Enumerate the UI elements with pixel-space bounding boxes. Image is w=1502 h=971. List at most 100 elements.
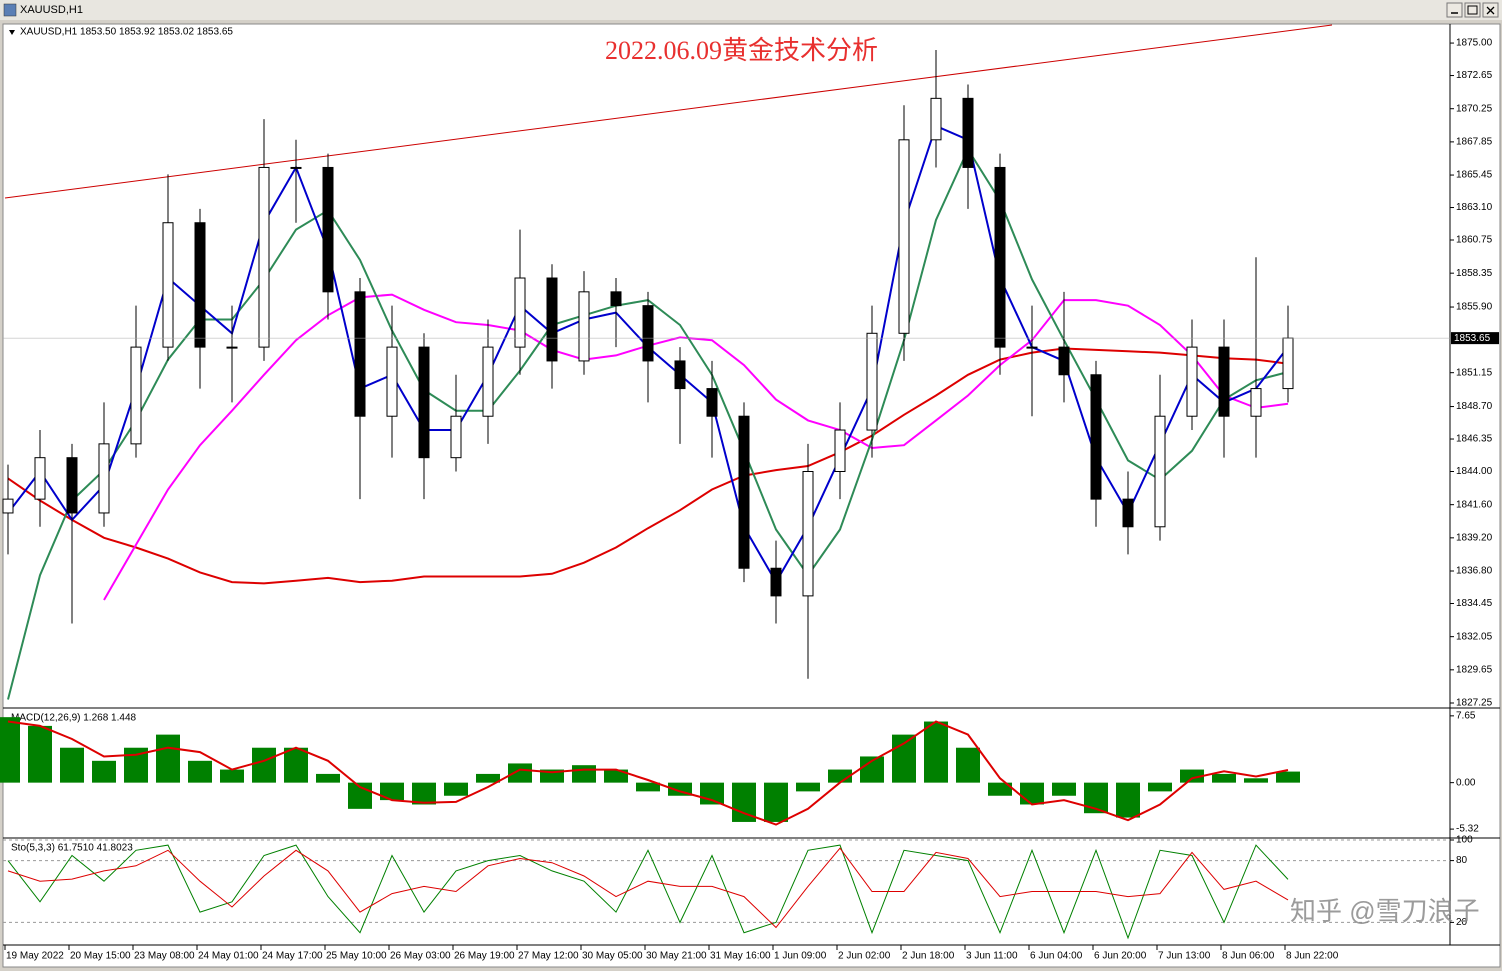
candle-body: [962, 97, 974, 168]
x-tick-label: 26 May 19:00: [454, 951, 515, 962]
x-tick-label: 6 Jun 20:00: [1094, 951, 1147, 962]
candle-body: [1026, 346, 1038, 349]
y-tick-label: 7.65: [1456, 710, 1476, 721]
moving-average: [7, 347, 1289, 585]
symbol-marker: [9, 30, 15, 35]
x-tick-label: 8 Jun 06:00: [1222, 951, 1275, 962]
x-tick-label: 24 May 17:00: [262, 951, 323, 962]
x-tick-label: 27 May 12:00: [518, 951, 579, 962]
macd-bar: [764, 782, 788, 822]
title-bar: [0, 0, 1502, 20]
macd-bar: [956, 747, 980, 783]
y-tick-label: 1836.80: [1456, 566, 1493, 577]
macd-bar: [892, 734, 916, 783]
candle-body: [546, 277, 558, 362]
y-tick-label: 1848.70: [1456, 401, 1493, 412]
candle-body: [194, 222, 206, 348]
candle-body: [1154, 415, 1166, 528]
macd-bar: [1276, 771, 1300, 783]
x-tick-label: 1 Jun 09:00: [774, 951, 827, 962]
stochastic-line: [7, 844, 1289, 940]
macd-bar: [924, 721, 948, 783]
macd-bar: [156, 734, 180, 783]
chart-area: [2, 23, 1501, 968]
macd-bar: [604, 769, 628, 783]
candle-body: [386, 346, 398, 417]
macd-bar: [0, 717, 20, 783]
y-tick-label: 1827.25: [1456, 698, 1493, 709]
macd-bar: [188, 760, 212, 783]
x-tick-label: 26 May 03:00: [390, 951, 451, 962]
last-price-label: 1853.65: [1454, 333, 1491, 344]
candle-body: [738, 415, 750, 569]
macd-bar: [1020, 782, 1044, 805]
macd-label: MACD(12,26,9) 1.268 1.448: [11, 713, 137, 724]
y-tick-label: 100: [1456, 835, 1473, 846]
x-tick-label: 3 Jun 11:00: [966, 951, 1018, 962]
candle-body: [162, 222, 174, 348]
candle-body: [1122, 498, 1134, 528]
y-tick-label: 1844.00: [1456, 466, 1493, 477]
y-tick-label: 1867.85: [1456, 137, 1493, 148]
candle-body: [98, 443, 110, 514]
candle-body: [322, 166, 334, 293]
y-tick-label: 0.00: [1456, 777, 1476, 788]
macd-bar: [476, 773, 500, 783]
candle-body: [1090, 374, 1102, 500]
x-tick-label: 30 May 05:00: [582, 951, 643, 962]
chart-title: 2022.06.09黄金技术分析: [605, 36, 878, 65]
macd-bar: [1212, 773, 1236, 783]
candle-body: [866, 332, 878, 431]
window-buttons[interactable]: [1446, 2, 1499, 18]
y-tick-label: 1841.60: [1456, 499, 1493, 510]
candle-body: [482, 346, 494, 417]
candle-body: [354, 291, 366, 417]
x-tick-label: 25 May 10:00: [326, 951, 387, 962]
candle-body: [802, 470, 814, 597]
macd-bar: [540, 769, 564, 783]
macd-bar: [252, 747, 276, 783]
macd-bar: [60, 747, 84, 783]
x-tick-label: 20 May 15:00: [70, 951, 131, 962]
candle-body: [674, 360, 686, 390]
x-tick-label: 2 Jun 18:00: [902, 951, 955, 962]
watermark: 知乎 @雪刀浪子: [1290, 896, 1480, 926]
macd-bar: [380, 782, 404, 801]
x-tick-label: 30 May 21:00: [646, 951, 707, 962]
moving-average: [103, 293, 1289, 601]
close-glyph: [1486, 6, 1495, 15]
x-tick-label: 8 Jun 22:00: [1286, 951, 1339, 962]
macd-bar: [284, 747, 308, 783]
candle-body: [578, 291, 590, 362]
window-icon: [3, 3, 17, 17]
macd-bar: [700, 782, 724, 805]
x-tick-label: 23 May 08:00: [134, 951, 195, 962]
macd-bar: [444, 782, 468, 796]
x-tick-label: 6 Jun 04:00: [1030, 951, 1083, 962]
minimize-button[interactable]: [1446, 2, 1463, 18]
candle-body: [706, 388, 718, 417]
x-tick-label: 19 May 2022: [6, 951, 64, 962]
candle-body: [130, 346, 142, 445]
macd-bar: [1052, 782, 1076, 796]
macd-bar: [636, 782, 660, 792]
maximize-button[interactable]: [1464, 2, 1481, 18]
candle-body: [258, 166, 270, 348]
stochastic-line: [7, 847, 1289, 929]
macd-bar: [572, 765, 596, 783]
candle-body: [450, 415, 462, 459]
y-tick-label: 1875.00: [1456, 38, 1493, 49]
window-title: XAUUSD,H1: [20, 4, 83, 16]
y-tick-label: 1839.20: [1456, 532, 1493, 543]
candle-body: [34, 457, 46, 500]
macd-bar: [316, 773, 340, 783]
candle-body: [1250, 388, 1262, 417]
y-tick-label: 1872.65: [1456, 70, 1493, 81]
macd-bar: [988, 782, 1012, 796]
candle-body: [1058, 346, 1070, 376]
macd-signal: [7, 720, 1289, 826]
y-tick-label: 1851.15: [1456, 367, 1493, 378]
symbol-info: XAUUSD,H1 1853.50 1853.92 1853.02 1853.6…: [20, 27, 233, 38]
